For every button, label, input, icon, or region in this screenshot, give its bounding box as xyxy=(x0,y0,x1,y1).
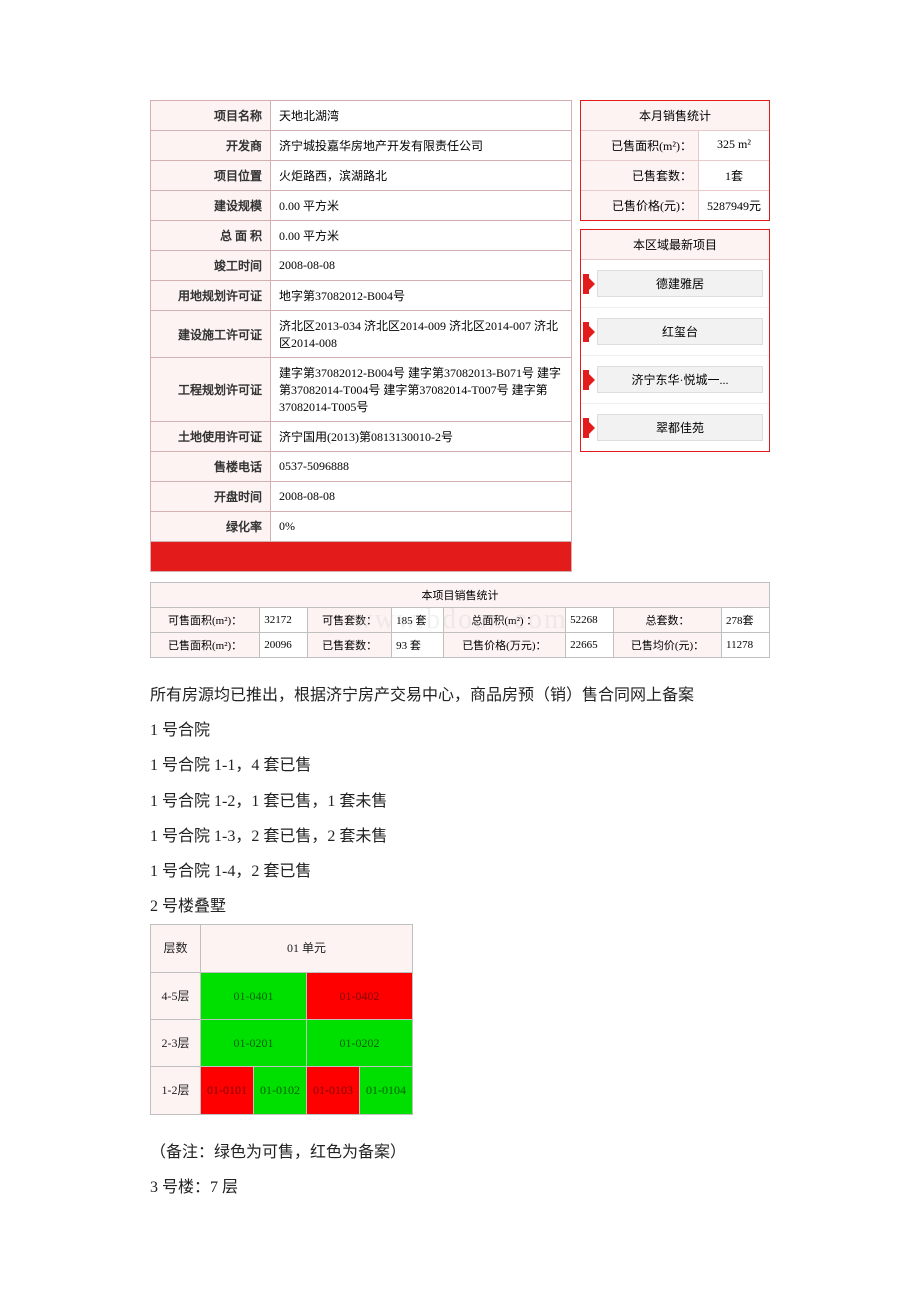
unit-cell[interactable]: 01-0103 xyxy=(307,1067,360,1114)
sidebar: 本月销售统计 已售面积(m²)：325 m²已售套数：1套已售价格(元)：528… xyxy=(580,100,770,572)
unit-col-floor: 层数 xyxy=(151,925,201,972)
arrow-marker-icon xyxy=(583,418,589,438)
body-line: 1 号合院 xyxy=(150,713,770,748)
body-line: 1 号合院 1-4，2 套已售 xyxy=(150,854,770,889)
info-value: 济宁国用(2013)第0813130010-2号 xyxy=(271,422,572,452)
info-label: 竣工时间 xyxy=(151,251,271,281)
body-line: 所有房源均已推出，根据济宁房产交易中心，商品房预（销）售合同网上备案 xyxy=(150,678,770,713)
month-stat-row: 已售面积(m²)：325 m² xyxy=(581,131,769,161)
month-stats-title: 本月销售统计 xyxy=(581,101,769,131)
info-label: 建设施工许可证 xyxy=(151,311,271,358)
stats-label: 已售套数： xyxy=(308,633,392,658)
info-value: 0.00 平方米 xyxy=(271,191,572,221)
latest-project-item[interactable]: 德建雅居 xyxy=(581,260,769,308)
latest-project-item[interactable]: 翠都佳苑 xyxy=(581,404,769,451)
info-label: 用地规划许可证 xyxy=(151,281,271,311)
info-label: 总 面 积 xyxy=(151,221,271,251)
latest-project-label: 德建雅居 xyxy=(597,270,763,297)
info-label: 土地使用许可证 xyxy=(151,422,271,452)
info-value: 2008-08-08 xyxy=(271,251,572,281)
arrow-marker-icon xyxy=(583,274,589,294)
month-stat-label: 已售面积(m²)： xyxy=(581,131,699,160)
body-text: 所有房源均已推出，根据济宁房产交易中心，商品房预（销）售合同网上备案 1 号合院… xyxy=(150,678,770,1205)
body-line: 3 号楼：7 层 xyxy=(150,1170,770,1205)
stats-value: 93 套 xyxy=(392,633,444,658)
info-label: 绿化率 xyxy=(151,512,271,542)
stats-value: 20096 xyxy=(260,633,308,658)
latest-project-label: 红玺台 xyxy=(597,318,763,345)
info-footer-bar xyxy=(151,542,572,572)
stats-value: 22665 xyxy=(566,633,614,658)
month-stat-row: 已售套数：1套 xyxy=(581,161,769,191)
info-value: 济北区2013-034 济北区2014-009 济北区2014-007 济北区2… xyxy=(271,311,572,358)
unit-cell[interactable]: 01-0104 xyxy=(360,1067,413,1114)
month-stat-row: 已售价格(元)：5287949元 xyxy=(581,191,769,220)
body-line: 1 号合院 1-2，1 套已售，1 套未售 xyxy=(150,784,770,819)
info-value: 火炬路西，滨湖路北 xyxy=(271,161,572,191)
info-label: 建设规模 xyxy=(151,191,271,221)
unit-cell[interactable]: 01-0402 xyxy=(307,972,413,1019)
info-value: 地字第37082012-B004号 xyxy=(271,281,572,311)
latest-project-item[interactable]: 济宁东华·悦城一... xyxy=(581,356,769,404)
unit-cell[interactable]: 01-0202 xyxy=(307,1020,413,1067)
unit-table: 层数 01 单元 4-5层01-040101-04022-3层01-020101… xyxy=(150,924,413,1115)
info-label: 工程规划许可证 xyxy=(151,358,271,422)
unit-cell[interactable]: 01-0401 xyxy=(201,972,307,1019)
info-value: 建字第37082012-B004号 建字第37082013-B071号 建字第3… xyxy=(271,358,572,422)
body-note: （备注：绿色为可售，红色为备案） xyxy=(150,1135,770,1170)
month-stat-label: 已售套数： xyxy=(581,161,699,190)
unit-cell[interactable]: 01-0101 xyxy=(201,1067,254,1114)
stats-value: 185 套 xyxy=(392,608,444,633)
stats-value: 278套 xyxy=(722,608,770,633)
info-value: 0537-5096888 xyxy=(271,452,572,482)
body-line: 1 号合院 1-1，4 套已售 xyxy=(150,748,770,783)
month-stat-value: 1套 xyxy=(699,161,769,190)
stats-value: 52268 xyxy=(566,608,614,633)
latest-project-label: 翠都佳苑 xyxy=(597,414,763,441)
stats-label: 已售面积(m²)： xyxy=(151,633,260,658)
info-value: 天地北湖湾 xyxy=(271,101,572,131)
info-label: 项目名称 xyxy=(151,101,271,131)
info-value: 0.00 平方米 xyxy=(271,221,572,251)
unit-floor-label: 2-3层 xyxy=(151,1020,201,1067)
stats-label: 已售价格(万元)： xyxy=(443,633,565,658)
unit-floor-label: 4-5层 xyxy=(151,972,201,1019)
month-stat-label: 已售价格(元)： xyxy=(581,191,699,220)
latest-project-label: 济宁东华·悦城一... xyxy=(597,366,763,393)
latest-project-item[interactable]: 红玺台 xyxy=(581,308,769,356)
body-line: 1 号合院 1-3，2 套已售，2 套未售 xyxy=(150,819,770,854)
info-value: 济宁城投嘉华房地产开发有限责任公司 xyxy=(271,131,572,161)
arrow-marker-icon xyxy=(583,322,589,342)
month-stat-value: 5287949元 xyxy=(699,191,769,220)
body-line: 2 号楼叠墅 xyxy=(150,889,770,924)
unit-cell[interactable]: 01-0201 xyxy=(201,1020,307,1067)
month-stats-panel: 本月销售统计 已售面积(m²)：325 m²已售套数：1套已售价格(元)：528… xyxy=(580,100,770,221)
info-value: 2008-08-08 xyxy=(271,482,572,512)
latest-projects-panel: 本区域最新项目 德建雅居红玺台济宁东华·悦城一... 翠都佳苑 xyxy=(580,229,770,452)
project-stats-title: 本项目销售统计 xyxy=(151,583,770,608)
stats-label: 总套数： xyxy=(614,608,722,633)
stats-label: 可售套数： xyxy=(308,608,392,633)
project-info-table: 项目名称天地北湖湾开发商济宁城投嘉华房地产开发有限责任公司项目位置火炬路西，滨湖… xyxy=(150,100,572,572)
stats-label: 总面积(m²) ： xyxy=(443,608,565,633)
info-value: 0% xyxy=(271,512,572,542)
stats-value: 32172 xyxy=(260,608,308,633)
stats-label: 可售面积(m²)： xyxy=(151,608,260,633)
unit-col-unit: 01 单元 xyxy=(201,925,413,972)
info-label: 开盘时间 xyxy=(151,482,271,512)
month-stat-value: 325 m² xyxy=(699,131,769,160)
unit-cell[interactable]: 01-0102 xyxy=(254,1067,307,1114)
stats-value: 11278 xyxy=(722,633,770,658)
latest-projects-title: 本区域最新项目 xyxy=(581,230,769,260)
unit-floor-label: 1-2层 xyxy=(151,1067,201,1114)
arrow-marker-icon xyxy=(583,370,589,390)
top-container: 项目名称天地北湖湾开发商济宁城投嘉华房地产开发有限责任公司项目位置火炬路西，滨湖… xyxy=(150,100,770,572)
info-label: 项目位置 xyxy=(151,161,271,191)
project-stats-table: 本项目销售统计 可售面积(m²)： 32172 可售套数： 185 套 总面积(… xyxy=(150,582,770,658)
info-label: 售楼电话 xyxy=(151,452,271,482)
stats-label: 已售均价(元)： xyxy=(614,633,722,658)
info-label: 开发商 xyxy=(151,131,271,161)
